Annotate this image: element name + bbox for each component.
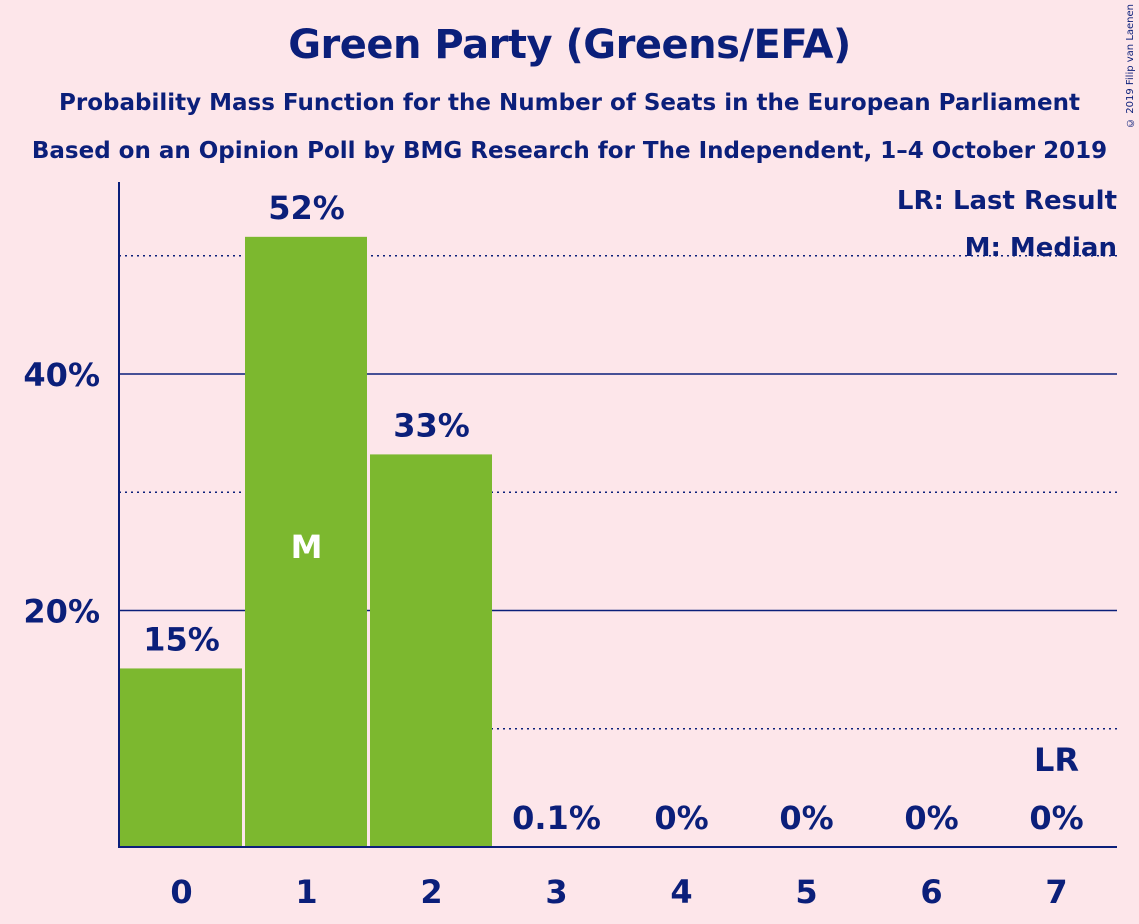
legend-last-result: LR: Last Result: [897, 186, 1117, 216]
median-marker: M: [291, 528, 323, 566]
chart-title: Green Party (Greens/EFA): [288, 22, 851, 68]
x-tick-label: 3: [545, 873, 567, 911]
y-tick-label: 20%: [23, 593, 100, 631]
value-label: 0.1%: [512, 799, 601, 837]
value-label: 0%: [779, 799, 833, 837]
axes: 20% 40% 0 1 2 3 4 5 6 7: [23, 182, 1117, 911]
value-label: 0%: [904, 799, 958, 837]
last-result-marker: LR: [1034, 741, 1079, 779]
chart-subtitle: Probability Mass Function for the Number…: [59, 90, 1080, 116]
y-tick-label: 40%: [23, 356, 100, 394]
x-tick-label: 2: [420, 873, 442, 911]
bar: [245, 236, 367, 847]
x-tick-label: 6: [920, 873, 942, 911]
bar: [120, 668, 242, 847]
value-label: 52%: [268, 189, 345, 227]
chart-source-subtitle: Based on an Opinion Poll by BMG Research…: [31, 138, 1108, 164]
x-tick-label: 7: [1045, 873, 1067, 911]
value-label: 33%: [393, 406, 470, 444]
x-tick-label: 0: [170, 873, 192, 911]
bars: [120, 236, 492, 847]
value-label: 15%: [143, 620, 220, 658]
x-tick-label: 5: [795, 873, 817, 911]
legend-median: M: Median: [965, 233, 1117, 263]
value-label: 0%: [654, 799, 708, 837]
bar: [370, 454, 492, 847]
x-tick-label: 4: [670, 873, 692, 911]
value-label: 0%: [1029, 799, 1083, 837]
value-labels: 15% 52% 33% 0.1% 0% 0% 0% 0% M LR: [143, 189, 1083, 837]
x-tick-label: 1: [295, 873, 317, 911]
